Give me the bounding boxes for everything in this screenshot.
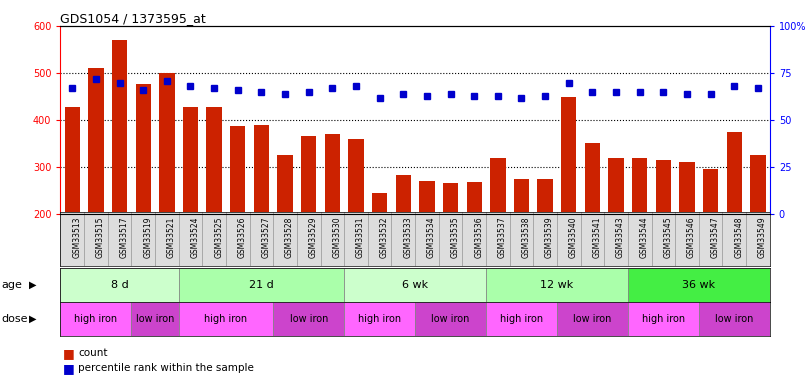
Bar bbox=[699, 302, 770, 336]
Text: dose: dose bbox=[2, 314, 28, 324]
Text: GSM33543: GSM33543 bbox=[616, 216, 625, 258]
Bar bbox=[632, 158, 647, 214]
Bar bbox=[584, 144, 600, 214]
Bar bbox=[344, 302, 415, 336]
Text: ■: ■ bbox=[63, 362, 75, 375]
Bar bbox=[513, 178, 530, 214]
Bar bbox=[131, 302, 179, 336]
Bar bbox=[750, 155, 766, 214]
Bar bbox=[486, 302, 557, 336]
Text: GSM33531: GSM33531 bbox=[356, 216, 365, 258]
Text: GSM33526: GSM33526 bbox=[238, 216, 247, 258]
Bar bbox=[609, 158, 624, 214]
Text: low iron: low iron bbox=[289, 314, 328, 324]
Bar bbox=[301, 136, 317, 214]
Text: high iron: high iron bbox=[500, 314, 543, 324]
Bar bbox=[230, 126, 246, 214]
Bar bbox=[64, 107, 80, 214]
Bar bbox=[372, 193, 388, 214]
Text: GSM33533: GSM33533 bbox=[403, 216, 412, 258]
Bar bbox=[561, 97, 576, 214]
Bar bbox=[344, 268, 486, 302]
Text: low iron: low iron bbox=[573, 314, 612, 324]
Text: 6 wk: 6 wk bbox=[402, 280, 428, 290]
Bar bbox=[179, 302, 273, 336]
Bar bbox=[112, 40, 127, 214]
Text: GSM33532: GSM33532 bbox=[380, 216, 388, 258]
Text: GSM33528: GSM33528 bbox=[285, 216, 294, 258]
Text: percentile rank within the sample: percentile rank within the sample bbox=[78, 363, 254, 373]
Text: GSM33521: GSM33521 bbox=[167, 216, 176, 258]
Bar bbox=[679, 162, 695, 214]
Bar bbox=[325, 134, 340, 214]
Text: GSM33547: GSM33547 bbox=[711, 216, 720, 258]
Bar bbox=[557, 302, 628, 336]
Bar bbox=[135, 84, 151, 214]
Bar bbox=[348, 139, 364, 214]
Bar bbox=[277, 155, 293, 214]
Text: count: count bbox=[78, 348, 108, 358]
Bar bbox=[396, 176, 411, 214]
Bar bbox=[467, 182, 482, 214]
Bar bbox=[254, 124, 269, 214]
Text: low iron: low iron bbox=[431, 314, 470, 324]
Text: GSM33524: GSM33524 bbox=[190, 216, 199, 258]
Text: ■: ■ bbox=[63, 347, 75, 360]
Text: GSM33545: GSM33545 bbox=[663, 216, 672, 258]
Text: GSM33529: GSM33529 bbox=[309, 216, 318, 258]
Text: GSM33537: GSM33537 bbox=[498, 216, 507, 258]
Bar bbox=[442, 183, 459, 214]
Text: GDS1054 / 1373595_at: GDS1054 / 1373595_at bbox=[60, 12, 206, 25]
Text: GSM33527: GSM33527 bbox=[261, 216, 270, 258]
Text: high iron: high iron bbox=[358, 314, 401, 324]
Text: GSM33515: GSM33515 bbox=[96, 216, 105, 258]
Bar bbox=[628, 268, 770, 302]
Text: high iron: high iron bbox=[642, 314, 685, 324]
Text: high iron: high iron bbox=[74, 314, 118, 324]
Text: GSM33546: GSM33546 bbox=[687, 216, 696, 258]
Text: GSM33540: GSM33540 bbox=[569, 216, 578, 258]
Text: GSM33519: GSM33519 bbox=[143, 216, 152, 258]
Bar bbox=[628, 302, 699, 336]
Text: GSM33517: GSM33517 bbox=[119, 216, 128, 258]
Bar bbox=[60, 302, 131, 336]
Text: ▶: ▶ bbox=[29, 280, 36, 290]
Bar bbox=[159, 73, 175, 214]
Text: high iron: high iron bbox=[205, 314, 247, 324]
Bar bbox=[703, 169, 718, 214]
Text: 8 d: 8 d bbox=[110, 280, 128, 290]
Bar bbox=[726, 132, 742, 214]
Text: low iron: low iron bbox=[715, 314, 754, 324]
Text: GSM33535: GSM33535 bbox=[451, 216, 459, 258]
Bar bbox=[490, 158, 505, 214]
Text: GSM33525: GSM33525 bbox=[214, 216, 223, 258]
Text: GSM33539: GSM33539 bbox=[545, 216, 554, 258]
Bar bbox=[206, 107, 222, 214]
Text: GSM33548: GSM33548 bbox=[734, 216, 743, 258]
Bar bbox=[655, 160, 671, 214]
Text: GSM33536: GSM33536 bbox=[474, 216, 483, 258]
Text: GSM33530: GSM33530 bbox=[332, 216, 341, 258]
Text: GSM33513: GSM33513 bbox=[73, 216, 81, 258]
Text: GSM33544: GSM33544 bbox=[640, 216, 649, 258]
Bar bbox=[273, 302, 344, 336]
Bar bbox=[486, 268, 628, 302]
Bar bbox=[538, 178, 553, 214]
Text: 21 d: 21 d bbox=[249, 280, 274, 290]
Text: ▶: ▶ bbox=[29, 314, 36, 324]
Text: GSM33541: GSM33541 bbox=[592, 216, 601, 258]
Bar bbox=[60, 268, 179, 302]
Text: 36 wk: 36 wk bbox=[682, 280, 716, 290]
Text: GSM33538: GSM33538 bbox=[521, 216, 530, 258]
Bar bbox=[419, 181, 434, 214]
Text: 12 wk: 12 wk bbox=[540, 280, 574, 290]
Text: GSM33534: GSM33534 bbox=[427, 216, 436, 258]
Text: age: age bbox=[2, 280, 23, 290]
Bar bbox=[179, 268, 344, 302]
Text: low iron: low iron bbox=[136, 314, 174, 324]
Bar bbox=[88, 68, 104, 214]
Text: GSM33549: GSM33549 bbox=[758, 216, 767, 258]
Bar bbox=[183, 107, 198, 214]
Bar bbox=[415, 302, 486, 336]
